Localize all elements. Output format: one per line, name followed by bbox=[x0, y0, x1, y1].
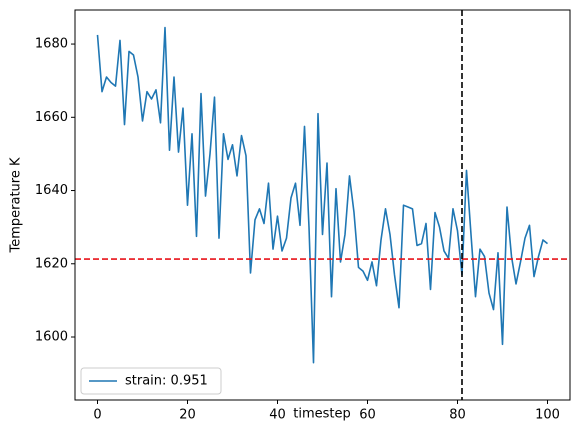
x-tick-label: 20 bbox=[179, 408, 196, 423]
y-tick-label: 1660 bbox=[35, 110, 68, 125]
plot-frame bbox=[74, 9, 571, 401]
x-tick-label: 40 bbox=[269, 408, 286, 423]
x-tick-label: 100 bbox=[535, 408, 560, 423]
data-line bbox=[96, 26, 549, 364]
legend-label: strain: 0.951 bbox=[125, 374, 208, 389]
y-axis-label: Temperature K bbox=[9, 157, 24, 253]
legend-box bbox=[80, 367, 222, 395]
x-tick-label: 80 bbox=[449, 408, 466, 423]
x-tick-label: 0 bbox=[93, 408, 101, 423]
y-tick-label: 1620 bbox=[35, 256, 68, 271]
x-tick-label: 60 bbox=[359, 408, 376, 423]
y-tick-label: 1680 bbox=[35, 37, 68, 52]
y-tick-label: 1600 bbox=[35, 330, 68, 345]
y-tick-label: 1640 bbox=[35, 183, 68, 198]
x-axis-label: timestep bbox=[293, 407, 351, 422]
